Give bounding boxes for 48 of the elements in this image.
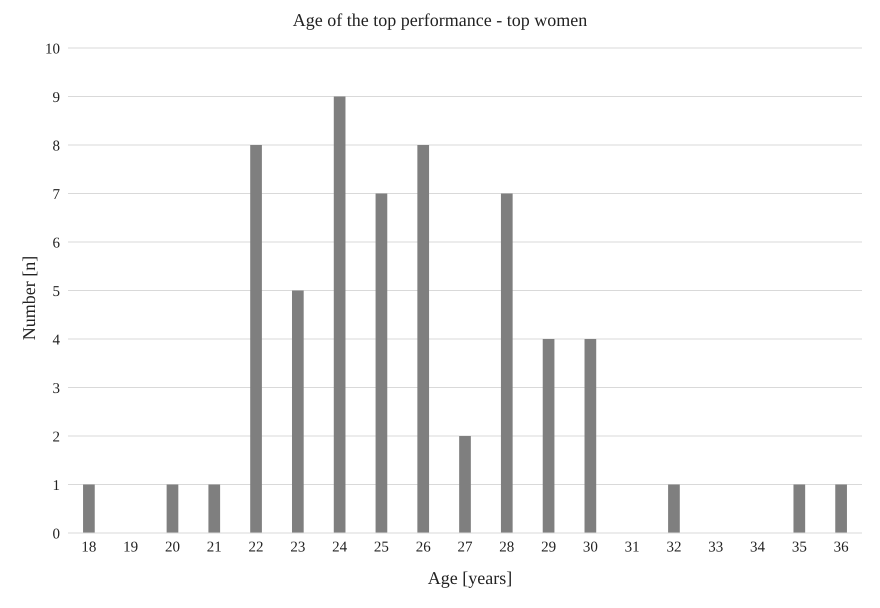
x-tick-label: 32 bbox=[666, 540, 682, 556]
y-tick-label: 0 bbox=[52, 526, 60, 542]
x-tick-label: 31 bbox=[624, 540, 640, 556]
bar bbox=[83, 484, 95, 533]
y-tick-label: 5 bbox=[52, 284, 60, 300]
x-axis-title: Age [years] bbox=[426, 568, 514, 589]
x-tick-label: 25 bbox=[374, 540, 389, 556]
x-tick-label: 29 bbox=[541, 540, 556, 556]
bar bbox=[459, 436, 471, 533]
x-tick-label: 28 bbox=[499, 540, 514, 556]
bar bbox=[292, 290, 304, 533]
x-tick-label: 27 bbox=[458, 540, 473, 556]
x-tick-label: 21 bbox=[206, 540, 222, 556]
bar bbox=[500, 194, 513, 533]
y-tick-label: 9 bbox=[52, 90, 60, 106]
y-tick-label: 1 bbox=[52, 478, 60, 494]
x-tick-label: 22 bbox=[248, 540, 264, 556]
bar bbox=[208, 484, 220, 533]
y-tick-label: 8 bbox=[52, 138, 60, 154]
y-tick-label: 7 bbox=[52, 186, 60, 203]
bar bbox=[668, 484, 680, 533]
x-tick-label: 33 bbox=[708, 540, 724, 556]
x-tick-label: 24 bbox=[332, 540, 348, 556]
y-tick-label: 6 bbox=[52, 235, 60, 252]
bar bbox=[334, 96, 346, 533]
x-tick-label: 26 bbox=[416, 540, 432, 556]
x-tick-label: 20 bbox=[164, 540, 180, 556]
x-tick-label: 30 bbox=[582, 540, 598, 556]
bar bbox=[793, 484, 806, 533]
bar bbox=[166, 484, 178, 533]
bar bbox=[835, 484, 847, 533]
bar bbox=[376, 194, 388, 533]
x-tick-label: 23 bbox=[290, 540, 306, 556]
x-tick-label: 18 bbox=[81, 540, 96, 556]
x-tick-label: 36 bbox=[834, 540, 850, 556]
y-tick-label: 3 bbox=[52, 380, 60, 397]
y-tick-label: 10 bbox=[45, 41, 60, 58]
bar bbox=[542, 339, 554, 533]
y-tick-label: 2 bbox=[52, 429, 60, 446]
chart-title: Age of the top performance - top women bbox=[292, 10, 588, 31]
x-tick-label: 19 bbox=[123, 540, 138, 556]
y-tick-label: 4 bbox=[52, 332, 60, 348]
bar bbox=[417, 145, 430, 533]
bar bbox=[250, 145, 262, 533]
bar bbox=[584, 339, 596, 533]
x-tick-label: 34 bbox=[750, 540, 766, 556]
y-axis-title: Number [n] bbox=[19, 256, 40, 340]
x-tick-label: 35 bbox=[792, 540, 807, 556]
